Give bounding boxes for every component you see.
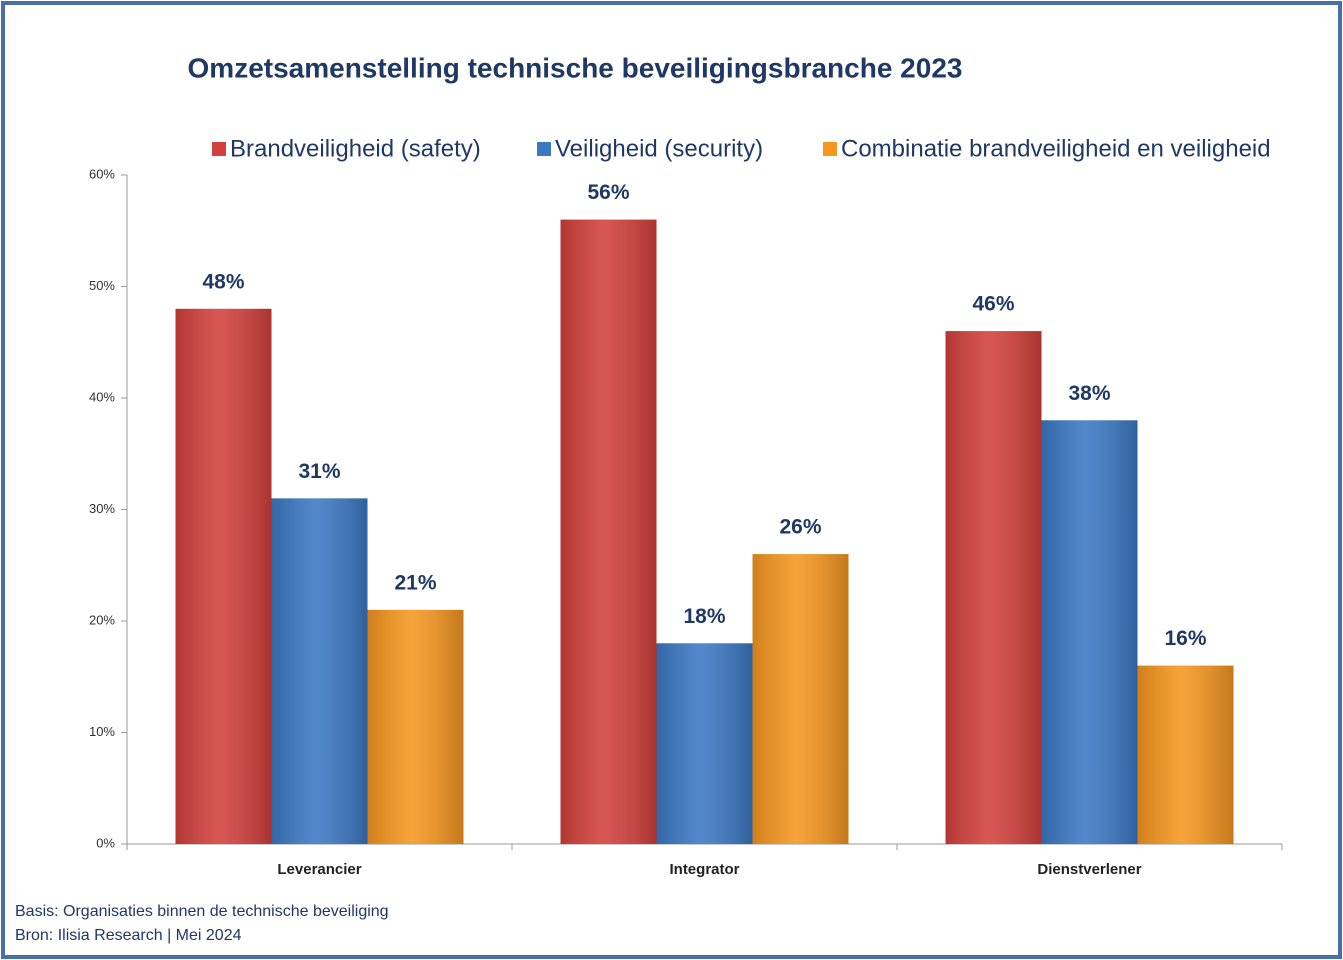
legend-label: Veiligheid (security) [555, 135, 763, 162]
chart-title: Omzetsamenstelling technische beveiligin… [188, 52, 963, 83]
data-label: 46% [972, 293, 1014, 316]
data-label: 18% [683, 605, 725, 628]
bar-shade [1041, 420, 1138, 844]
bar-shade [752, 554, 849, 844]
y-tick-label: 60% [89, 166, 115, 181]
legend-label: Brandveiligheid (safety) [230, 135, 481, 162]
legend-swatch [537, 142, 551, 156]
data-label: 16% [1164, 627, 1206, 650]
footnote: Basis: Organisaties binnen de technische… [15, 903, 389, 920]
bar-shade [367, 609, 464, 844]
y-tick-label: 30% [89, 501, 115, 516]
bar-shade [560, 219, 657, 845]
y-tick-label: 40% [89, 389, 115, 404]
footnote: Bron: Ilisia Research | Mei 2024 [15, 927, 242, 944]
bar-shade [271, 498, 368, 844]
bar-shade [1137, 665, 1234, 844]
data-label: 31% [298, 460, 340, 483]
data-label: 38% [1068, 382, 1110, 405]
y-tick-label: 10% [89, 724, 115, 739]
y-tick-label: 20% [89, 612, 115, 627]
data-label: 56% [587, 181, 629, 204]
bar-shade [656, 643, 753, 844]
bar-shade [945, 331, 1042, 845]
data-label: 21% [394, 571, 436, 594]
x-tick-label: Leverancier [277, 861, 361, 878]
x-tick-label: Integrator [669, 861, 739, 878]
y-tick-label: 50% [89, 278, 115, 293]
legend-label: Combinatie brandveiligheid en veiligheid [841, 135, 1271, 162]
data-label: 48% [202, 270, 244, 293]
data-label: 26% [779, 516, 821, 539]
y-tick-label: 0% [96, 835, 115, 850]
legend-swatch [823, 142, 837, 156]
x-tick-label: Dienstverlener [1037, 861, 1141, 878]
legend-swatch [212, 142, 226, 156]
bar-shade [175, 308, 272, 844]
